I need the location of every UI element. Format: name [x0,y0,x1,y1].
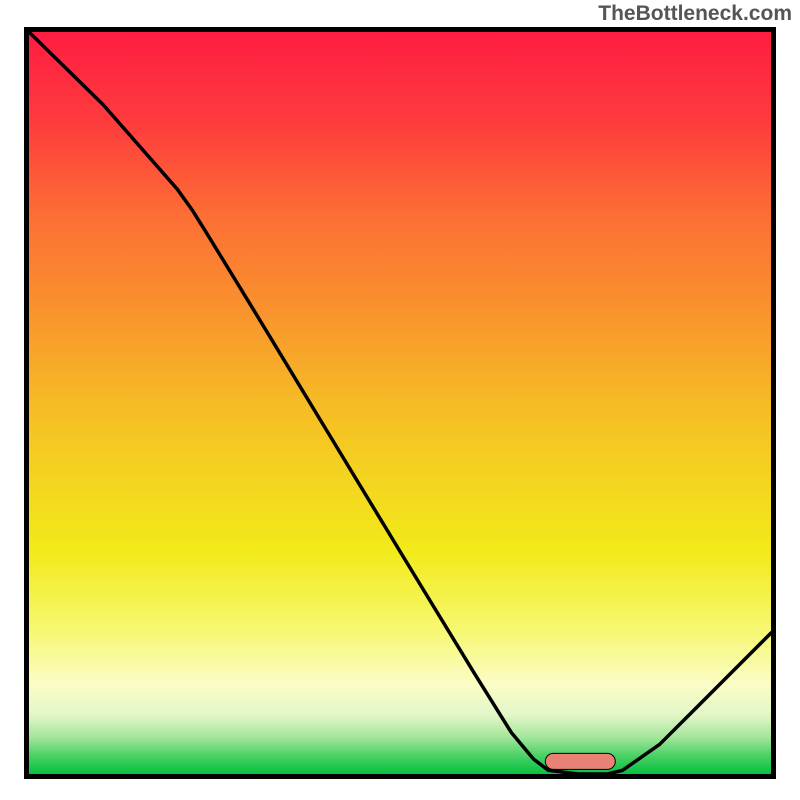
watermark-text: TheBottleneck.com [598,2,792,26]
plot-svg [24,27,776,779]
plot-background [29,32,771,774]
plot-area [24,27,776,779]
chart-container: TheBottleneck.com [0,0,800,800]
flat-segment-marker [545,753,615,769]
